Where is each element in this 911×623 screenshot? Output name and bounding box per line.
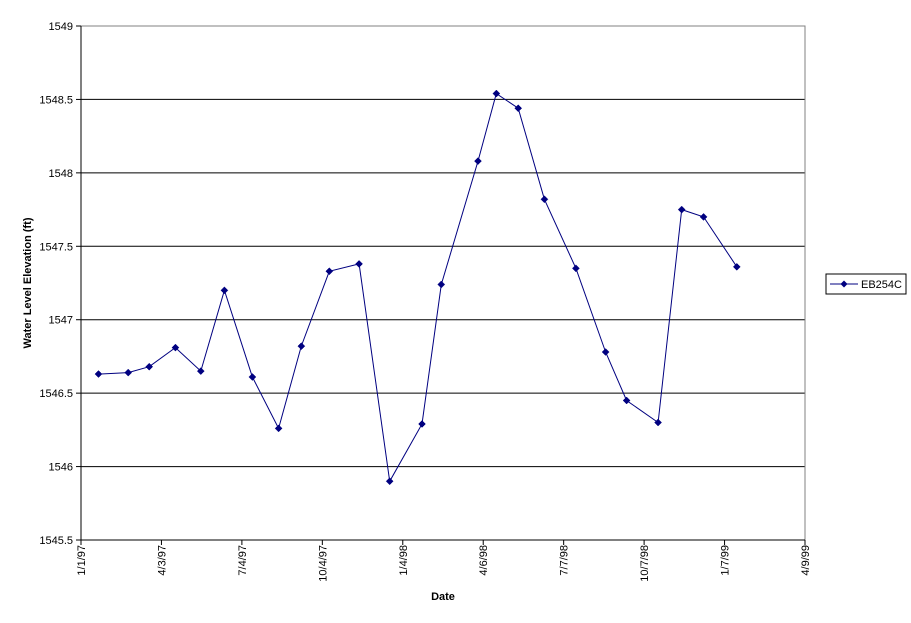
y-axis: 1545.5 1546 1546.5 1547 1547.5 1548 1548.5 1549 — [39, 21, 82, 547]
y-tick-label: 1547.5 — [39, 241, 73, 253]
legend-box — [825, 273, 907, 295]
data-point — [677, 205, 686, 214]
data-point — [196, 367, 205, 375]
y-tick-label: 1545.5 — [39, 535, 73, 547]
data-point — [732, 262, 741, 271]
data-point — [654, 418, 662, 427]
legend-marker — [840, 280, 848, 288]
data-point — [385, 477, 394, 486]
data-point — [274, 424, 283, 433]
data-point — [699, 213, 708, 221]
data-point — [622, 396, 631, 405]
x-tick-label: 7/4/97 — [237, 545, 249, 576]
data-point — [601, 348, 610, 356]
y-tick-label: 1547 — [49, 315, 73, 327]
x-tick-label: 1/1/97 — [76, 545, 88, 576]
y-tick-label: 1546 — [49, 462, 73, 474]
data-point — [492, 89, 501, 98]
y-tick-label: 1548.5 — [39, 94, 73, 106]
x-axis-title: Date — [431, 591, 455, 603]
x-tick-label: 4/3/97 — [156, 545, 168, 576]
y-tick-label: 1546.5 — [39, 388, 73, 400]
data-point — [171, 343, 180, 352]
data-point — [297, 342, 306, 351]
data-point — [145, 362, 154, 371]
x-tick-label: 4/9/99 — [800, 545, 812, 576]
data-point — [418, 420, 426, 428]
data-point — [94, 370, 103, 378]
data-point — [437, 280, 446, 289]
y-tick-label: 1549 — [49, 21, 73, 33]
gridlines — [81, 98, 805, 468]
x-tick-label: 10/7/98 — [639, 545, 651, 582]
legend: EB254C — [825, 273, 907, 295]
y-tick-label: 1548 — [49, 168, 73, 180]
data-point — [474, 157, 482, 165]
data-point — [220, 286, 229, 295]
series-layer — [94, 89, 741, 486]
x-axis: 1/1/97 4/3/97 7/4/97 10/4/97 1/4/98 4/6/98 7/7… — [76, 539, 812, 582]
x-tick-label: 10/4/97 — [317, 545, 329, 582]
x-tick-label: 1/7/99 — [720, 545, 732, 576]
data-point — [355, 260, 363, 268]
data-point — [540, 195, 549, 204]
y-axis-title: Water Level Elevation (ft) — [22, 217, 34, 348]
legend-label: EB254C — [861, 279, 902, 291]
x-tick-label: 7/7/98 — [559, 545, 571, 576]
data-point — [514, 104, 523, 113]
data-point — [325, 267, 334, 276]
x-tick-label: 4/6/98 — [478, 545, 490, 576]
data-point — [124, 368, 133, 377]
data-point — [248, 373, 257, 381]
x-tick-label: 1/4/98 — [398, 545, 410, 576]
data-point — [572, 264, 580, 273]
